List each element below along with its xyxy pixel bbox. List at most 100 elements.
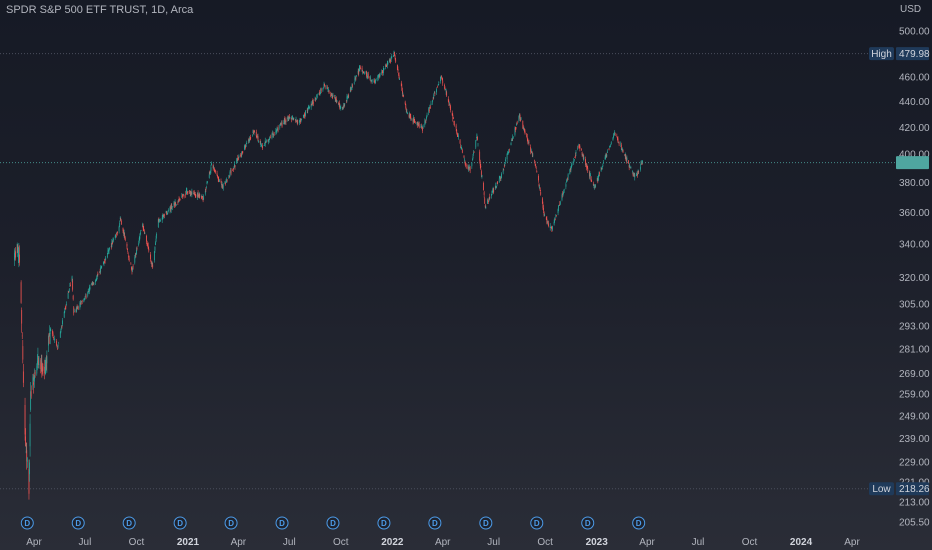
candle-body bbox=[16, 243, 18, 254]
candle-body bbox=[582, 153, 584, 155]
candle-body bbox=[330, 94, 332, 96]
candle-body bbox=[236, 158, 238, 161]
dividend-marker[interactable]: D bbox=[173, 516, 187, 530]
candle-body bbox=[142, 225, 144, 229]
candle-body bbox=[24, 405, 26, 435]
candle-body bbox=[343, 105, 345, 107]
candle-body bbox=[249, 138, 250, 142]
candle-body bbox=[296, 121, 298, 123]
time-tick-label: 2022 bbox=[381, 537, 404, 548]
candle-body bbox=[285, 119, 287, 123]
candle-body bbox=[327, 88, 329, 90]
candle-body bbox=[113, 239, 114, 240]
candle-body bbox=[390, 60, 392, 62]
candle-body bbox=[272, 133, 273, 135]
candle-body bbox=[538, 183, 540, 187]
candle-body bbox=[18, 247, 20, 258]
dividend-marker[interactable]: D bbox=[224, 516, 238, 530]
candle-body bbox=[53, 338, 55, 340]
candle-body bbox=[217, 175, 219, 178]
candle-body bbox=[202, 198, 204, 200]
candle-body bbox=[519, 115, 521, 119]
candle-body bbox=[138, 237, 140, 242]
candle-body bbox=[134, 256, 136, 263]
candle-body bbox=[641, 163, 643, 165]
candle-body bbox=[633, 174, 635, 177]
candle-body bbox=[221, 183, 223, 187]
candle-body bbox=[185, 193, 187, 196]
candle-body bbox=[366, 71, 367, 77]
dividend-marker[interactable]: D bbox=[632, 516, 646, 530]
candle-body bbox=[264, 143, 266, 145]
dividend-marker[interactable]: D bbox=[326, 516, 340, 530]
candle-body bbox=[351, 87, 352, 89]
candle-body bbox=[567, 174, 569, 178]
candle-body bbox=[382, 71, 384, 73]
candle-body bbox=[171, 205, 173, 207]
price-tick-label: 460.00 bbox=[899, 73, 930, 84]
time-tick-label: Oct bbox=[742, 537, 758, 548]
candle-body bbox=[309, 107, 310, 109]
candle-body bbox=[279, 123, 281, 126]
dividend-circle bbox=[20, 516, 34, 530]
candle-body bbox=[367, 73, 369, 78]
candle-body bbox=[158, 219, 160, 222]
candle-body bbox=[97, 273, 99, 275]
candle-body bbox=[590, 175, 591, 176]
candle-body bbox=[72, 295, 74, 300]
candle-body bbox=[316, 95, 318, 97]
price-tick-label: 229.00 bbox=[899, 458, 930, 469]
candle-body bbox=[267, 139, 269, 142]
candle-body bbox=[574, 156, 576, 158]
dividend-marker[interactable]: D bbox=[581, 516, 595, 530]
candle-body bbox=[328, 89, 329, 91]
candle-body bbox=[139, 235, 141, 239]
dividend-marker[interactable]: D bbox=[530, 516, 544, 530]
candle-body bbox=[73, 311, 75, 312]
dividend-marker[interactable]: D bbox=[275, 516, 289, 530]
candle-body bbox=[160, 220, 161, 221]
candle-body bbox=[599, 172, 600, 174]
candle-body bbox=[128, 255, 130, 258]
dividend-marker[interactable]: D bbox=[122, 516, 136, 530]
candle-body bbox=[571, 164, 573, 165]
candle-body bbox=[542, 204, 544, 208]
candle-body bbox=[358, 67, 360, 71]
candle-body bbox=[36, 361, 38, 369]
time-axis[interactable]: Apr Jul Oct 2021 Apr Jul Oct 2022 Apr Jul Oct 2023 A… bbox=[26, 537, 860, 548]
dividend-marker[interactable]: D bbox=[479, 516, 493, 530]
candle-body bbox=[107, 250, 109, 255]
candle-body bbox=[557, 209, 559, 214]
dividend-marker[interactable]: D bbox=[428, 516, 442, 530]
candle-body bbox=[393, 55, 394, 57]
price-tick-label: 213.00 bbox=[899, 498, 930, 509]
candle-body bbox=[505, 159, 506, 161]
dividend-marker[interactable]: D bbox=[377, 516, 391, 530]
candle-body bbox=[50, 330, 52, 331]
candle-body bbox=[594, 186, 596, 188]
candle-body bbox=[484, 205, 486, 208]
candle-body bbox=[461, 150, 463, 153]
candle-body bbox=[558, 205, 560, 209]
candle-body bbox=[512, 136, 514, 138]
candle-body bbox=[492, 190, 493, 192]
candle-body bbox=[253, 130, 254, 135]
dividend-marker[interactable]: D bbox=[71, 516, 85, 530]
candle-body bbox=[299, 118, 301, 123]
candle-body bbox=[479, 151, 481, 161]
price-axis[interactable]: 500.00480.00460.00440.00420.00400.00380.… bbox=[899, 27, 930, 529]
candle-body bbox=[174, 202, 175, 206]
dividend-marker[interactable]: D bbox=[20, 516, 34, 530]
candle-body bbox=[582, 154, 584, 159]
candle-body bbox=[143, 230, 145, 232]
candle-body bbox=[228, 175, 230, 179]
candle-body bbox=[352, 85, 353, 87]
candle-body bbox=[226, 180, 228, 181]
candle-body bbox=[273, 134, 275, 136]
candle-body bbox=[531, 151, 533, 153]
candle-body bbox=[624, 154, 626, 156]
candle-body bbox=[167, 210, 169, 212]
candle-body bbox=[436, 87, 438, 89]
last-price-badge-value-bg bbox=[896, 156, 929, 170]
